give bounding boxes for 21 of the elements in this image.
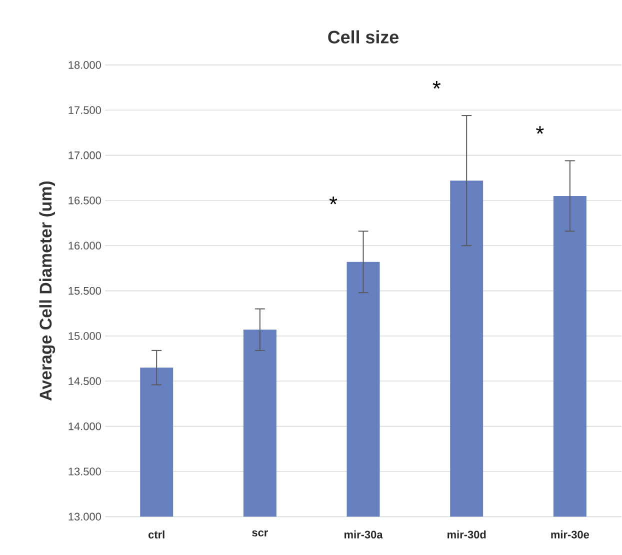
y-tick-label: 14.000: [68, 422, 101, 430]
x-tick-label: scr: [252, 530, 268, 537]
x-tick-label: mir-30d: [448, 530, 486, 539]
y-tick-label: 16.000: [68, 242, 101, 250]
x-tick-label: mir-30e: [551, 530, 590, 539]
y-tick-label: 15.500: [68, 287, 101, 295]
annotation: *: [329, 196, 338, 204]
y-tick-label: 18.000: [68, 61, 101, 70]
x-tick-label: mir-30a: [344, 530, 383, 539]
x-tick-label: ctrl: [148, 530, 164, 539]
annotation: *: [432, 81, 441, 89]
y-tick-label: 17.000: [68, 152, 101, 160]
y-tick-label: 13.500: [68, 468, 101, 476]
y-tick-label: 13.000: [68, 512, 101, 521]
y-axis-title: Average Cell Diameter (um): [39, 182, 56, 401]
y-tick-label: 15.000: [68, 332, 101, 340]
annotation: *: [536, 126, 544, 134]
chart-title: Cell size: [328, 30, 398, 44]
y-tick-label: 17.500: [68, 106, 101, 114]
y-tick-label: 14.500: [68, 377, 101, 386]
y-tick-label: 16.500: [68, 196, 101, 205]
